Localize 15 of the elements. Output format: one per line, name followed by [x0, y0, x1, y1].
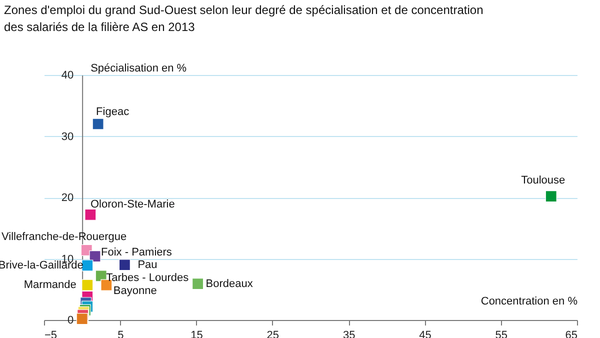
y-tick-label: 40: [61, 70, 74, 82]
series-label: Bordeaux: [206, 278, 254, 290]
series-label: Figeac: [96, 106, 130, 118]
series-label: Marmande: [24, 279, 76, 292]
chart-title: Zones d'emploi du grand Sud-Ouest selon leur degré de spécialisation et de concentration des salariés de la filière AS en 2013: [4, 3, 484, 34]
y-tick-label: 30: [61, 130, 74, 143]
series-label: Bayonne: [113, 285, 157, 298]
series-label: Oloron-Ste-Marie: [90, 198, 175, 211]
y-axis-title: Spécialisation en %: [90, 62, 187, 74]
y-tick-label: 20: [61, 192, 74, 204]
series-label: Toulouse: [521, 174, 566, 186]
series-label: Foix - Pamiers: [101, 246, 172, 258]
x-axis-title: Concentration en %: [480, 296, 578, 308]
series-label: Pau: [138, 258, 158, 271]
series-label: Tarbes - Lourdes: [106, 272, 190, 284]
